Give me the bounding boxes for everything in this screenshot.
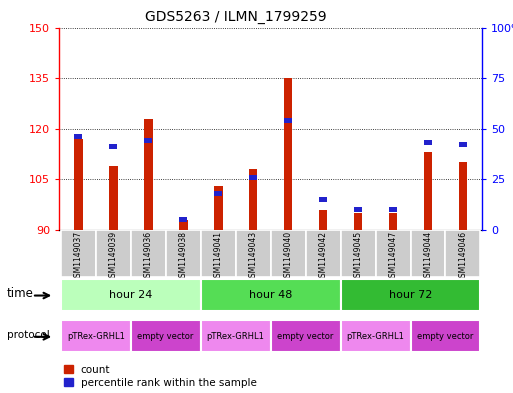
Text: pTRex-GRHL1: pTRex-GRHL1 — [67, 332, 125, 340]
FancyBboxPatch shape — [341, 230, 376, 277]
Bar — [74, 139, 83, 230]
Text: empty vector: empty vector — [278, 332, 334, 340]
FancyBboxPatch shape — [376, 230, 410, 277]
FancyBboxPatch shape — [410, 230, 445, 277]
Bar — [389, 213, 398, 230]
FancyBboxPatch shape — [61, 230, 96, 277]
Text: GSM1149045: GSM1149045 — [353, 231, 363, 283]
Bar — [214, 186, 223, 230]
Bar — [459, 162, 467, 230]
FancyBboxPatch shape — [410, 320, 481, 352]
FancyBboxPatch shape — [166, 230, 201, 277]
Bar — [389, 207, 397, 212]
Bar — [354, 207, 362, 212]
Bar — [144, 138, 152, 143]
FancyBboxPatch shape — [96, 230, 131, 277]
Bar — [284, 78, 292, 230]
Text: GSM1149036: GSM1149036 — [144, 231, 153, 283]
Bar — [180, 217, 187, 222]
Text: GDS5263 / ILMN_1799259: GDS5263 / ILMN_1799259 — [145, 10, 327, 24]
FancyBboxPatch shape — [201, 320, 270, 352]
Bar — [319, 209, 327, 230]
Bar — [249, 175, 257, 180]
Bar — [459, 142, 467, 147]
Bar — [179, 220, 188, 230]
FancyBboxPatch shape — [306, 230, 341, 277]
Bar — [109, 166, 117, 230]
Text: GSM1149037: GSM1149037 — [74, 231, 83, 283]
Bar — [319, 197, 327, 202]
Bar — [424, 140, 432, 145]
Text: GSM1149042: GSM1149042 — [319, 231, 328, 282]
Text: GSM1149047: GSM1149047 — [388, 231, 398, 283]
FancyBboxPatch shape — [445, 230, 481, 277]
Text: hour 24: hour 24 — [109, 290, 152, 300]
Text: hour 72: hour 72 — [389, 290, 432, 300]
FancyBboxPatch shape — [270, 320, 341, 352]
Bar — [214, 191, 222, 196]
Text: GSM1149043: GSM1149043 — [249, 231, 258, 283]
FancyBboxPatch shape — [201, 230, 235, 277]
FancyBboxPatch shape — [61, 279, 201, 310]
Bar — [424, 152, 432, 230]
Bar — [249, 169, 258, 230]
Text: GSM1149046: GSM1149046 — [459, 231, 467, 283]
Text: empty vector: empty vector — [137, 332, 194, 340]
Bar — [284, 118, 292, 123]
Text: GSM1149039: GSM1149039 — [109, 231, 117, 283]
Text: GSM1149041: GSM1149041 — [213, 231, 223, 282]
Bar — [109, 144, 117, 149]
FancyBboxPatch shape — [131, 320, 201, 352]
FancyBboxPatch shape — [341, 320, 410, 352]
Bar — [353, 213, 362, 230]
Bar — [74, 134, 82, 140]
Legend: count, percentile rank within the sample: count, percentile rank within the sample — [64, 365, 256, 388]
FancyBboxPatch shape — [201, 279, 341, 310]
FancyBboxPatch shape — [341, 279, 481, 310]
Text: GSM1149044: GSM1149044 — [424, 231, 432, 283]
FancyBboxPatch shape — [131, 230, 166, 277]
Bar — [144, 119, 152, 230]
Text: hour 48: hour 48 — [249, 290, 292, 300]
Text: protocol: protocol — [7, 330, 49, 340]
Text: time: time — [7, 287, 33, 301]
Text: GSM1149040: GSM1149040 — [284, 231, 292, 283]
Text: GSM1149038: GSM1149038 — [179, 231, 188, 282]
Text: empty vector: empty vector — [417, 332, 473, 340]
FancyBboxPatch shape — [270, 230, 306, 277]
FancyBboxPatch shape — [61, 320, 131, 352]
Text: pTRex-GRHL1: pTRex-GRHL1 — [347, 332, 404, 340]
Text: pTRex-GRHL1: pTRex-GRHL1 — [207, 332, 265, 340]
FancyBboxPatch shape — [235, 230, 270, 277]
